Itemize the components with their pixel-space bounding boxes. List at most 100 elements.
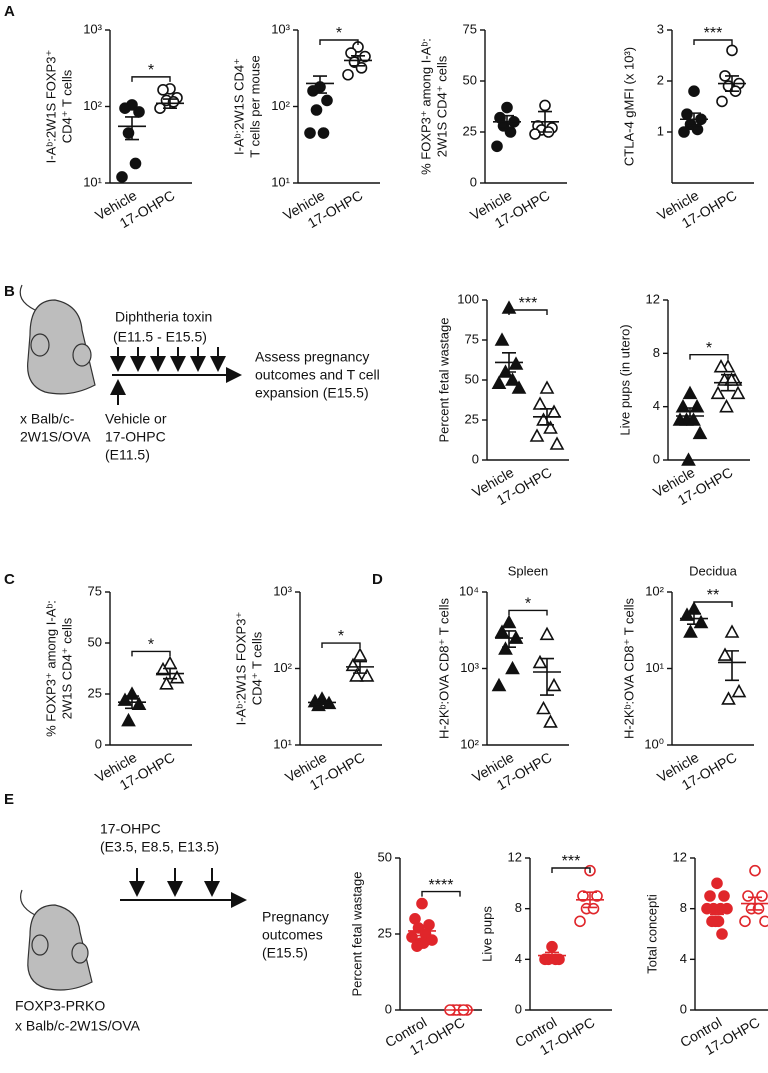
significance-bracket xyxy=(508,609,548,616)
significance-bracket xyxy=(319,39,359,45)
data-point xyxy=(349,668,364,682)
data-point xyxy=(543,714,558,728)
significance-bracket xyxy=(421,890,461,897)
significance-label: * xyxy=(706,340,712,357)
chart-title: Spleen xyxy=(508,563,548,578)
significance-bracket xyxy=(551,867,591,873)
data-point xyxy=(491,140,503,153)
data-point xyxy=(726,44,738,57)
y-axis-label: CTLA-4 gMFI (x 10³) xyxy=(621,47,636,166)
data-point xyxy=(718,890,730,902)
y-axis-label: I-Aᵇ:2W1S FOXP3⁺ xyxy=(43,50,58,164)
y-tick-label: 25 xyxy=(378,925,392,940)
data-point xyxy=(131,696,147,710)
data-point xyxy=(577,890,589,902)
error-bar xyxy=(710,904,724,916)
error-bar xyxy=(687,612,701,625)
y-tick-label: 0 xyxy=(653,451,660,466)
significance-label: *** xyxy=(704,25,723,42)
schematic-text: (E11.5 - E15.5) xyxy=(113,329,207,345)
data-point xyxy=(689,398,705,413)
error-bar xyxy=(545,951,559,960)
y-axis-label: I-Aᵇ:2W1S CD4⁺ xyxy=(231,58,246,155)
significance-bracket xyxy=(321,642,361,649)
data-point xyxy=(133,106,145,118)
data-point xyxy=(682,385,698,400)
data-point xyxy=(304,127,316,139)
data-point xyxy=(749,864,761,877)
data-point xyxy=(494,332,510,346)
y-tick-label: 0 xyxy=(680,1001,687,1016)
y-tick-label: 0 xyxy=(515,1001,522,1016)
data-point xyxy=(536,700,551,715)
y-tick-label: 8 xyxy=(653,345,660,360)
y-tick-label: 50 xyxy=(465,371,479,386)
data-point xyxy=(691,123,704,136)
data-point xyxy=(759,915,768,928)
data-point xyxy=(498,641,513,655)
data-point xyxy=(731,683,747,698)
y-axis-label: % FOXP3⁺ among I-Aᵇ: xyxy=(418,38,433,175)
data-point xyxy=(716,95,728,108)
data-point xyxy=(546,940,558,953)
data-point xyxy=(719,398,734,413)
error-bar xyxy=(502,352,516,373)
y-tick-label: 10² xyxy=(273,660,292,675)
data-point xyxy=(307,85,319,97)
significance-label: * xyxy=(338,628,344,645)
mouse-icon xyxy=(19,889,93,991)
schematic-text: (E11.5) xyxy=(105,447,150,463)
error-bar xyxy=(500,114,514,129)
error-bar xyxy=(313,75,327,94)
data-point xyxy=(406,931,418,943)
schematic-text: x Balb/c-2W1S/OVA xyxy=(15,1018,141,1034)
data-point xyxy=(119,102,131,115)
error-bar xyxy=(725,650,739,682)
schematic-text: 17-OHPC xyxy=(100,821,161,837)
data-point xyxy=(529,428,545,442)
data-point xyxy=(742,890,754,902)
data-point xyxy=(321,94,333,107)
data-point xyxy=(756,890,768,902)
significance-bracket xyxy=(689,353,729,360)
significance-bracket xyxy=(508,309,548,315)
data-point xyxy=(688,85,700,97)
data-point xyxy=(739,915,751,928)
y-tick-label: 10¹ xyxy=(273,736,292,751)
error-bar xyxy=(583,891,597,909)
data-point xyxy=(310,104,323,116)
error-bar xyxy=(683,407,697,425)
y-axis-label: I-Aᵇ:2W1S FOXP3⁺ xyxy=(233,612,248,726)
y-axis-label: 2W1S CD4⁺ cells xyxy=(434,55,449,157)
data-point xyxy=(713,358,729,373)
data-point xyxy=(169,670,185,684)
data-point xyxy=(679,607,695,621)
data-point xyxy=(549,436,565,450)
panel-label: C xyxy=(4,571,15,588)
y-axis-label: CD4⁺ T cells xyxy=(59,69,74,143)
data-point xyxy=(116,171,128,183)
error-bar xyxy=(125,116,139,141)
y-tick-label: 3 xyxy=(657,21,664,36)
y-tick-label: 50 xyxy=(378,849,392,864)
y-tick-label: 50 xyxy=(463,72,477,87)
significance-label: * xyxy=(148,62,154,79)
y-axis-label: 2W1S CD4⁺ cells xyxy=(59,617,74,719)
y-tick-label: 50 xyxy=(88,634,102,649)
y-tick-label: 0 xyxy=(472,451,479,466)
data-point xyxy=(122,127,135,139)
significance-bracket xyxy=(131,76,171,82)
data-point xyxy=(717,647,733,661)
schematic-text: x Balb/c- xyxy=(20,411,75,427)
y-tick-label: 0 xyxy=(385,1001,392,1016)
y-tick-label: 10⁴ xyxy=(459,583,479,598)
data-point xyxy=(529,128,541,140)
data-point xyxy=(692,425,708,440)
y-tick-label: 10² xyxy=(83,98,102,113)
data-point xyxy=(342,68,354,81)
data-point xyxy=(508,356,524,370)
y-axis-label: T cells per mouse xyxy=(247,55,262,157)
y-tick-label: 4 xyxy=(515,951,522,966)
significance-bracket xyxy=(693,601,733,607)
y-axis-label: Live pups (in utero) xyxy=(617,324,632,435)
